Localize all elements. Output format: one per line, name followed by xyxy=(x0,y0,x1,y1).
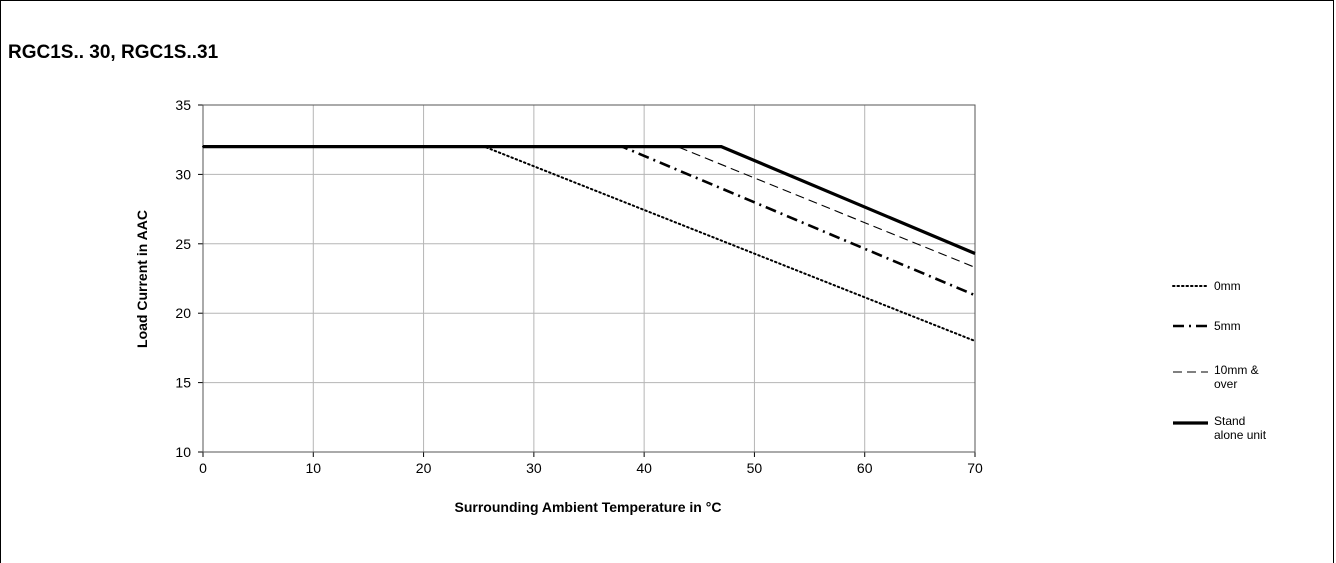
y-tick-label: 10 xyxy=(175,444,191,460)
legend-label: 10mm & over xyxy=(1214,363,1259,391)
axes: 0 10 20 30 40 50 60 70 10 15 20 25 30 35 xyxy=(175,97,983,476)
x-tick-label: 50 xyxy=(747,460,763,476)
legend: 0mm 5mm 10mm & over Stand alone unit xyxy=(1172,279,1267,442)
x-tick-label: 30 xyxy=(526,460,542,476)
y-tick-label: 15 xyxy=(175,375,191,391)
y-tick-label: 25 xyxy=(175,236,191,252)
series-line-stand-alone-unit xyxy=(203,145,976,255)
y-axis-label: Load Current in AAC xyxy=(134,210,150,348)
legend-label: 5mm xyxy=(1214,319,1241,333)
y-tick-label: 30 xyxy=(175,166,191,182)
series-group xyxy=(202,145,976,342)
series-line-5mm xyxy=(203,145,976,297)
grid-lines xyxy=(203,105,975,452)
plot-area-border xyxy=(202,104,976,453)
chart-title: RGC1S.. 30, RGC1S..31 xyxy=(8,42,219,63)
legend-label: 0mm xyxy=(1214,279,1241,293)
x-tick-label: 10 xyxy=(305,460,321,476)
x-tick-label: 60 xyxy=(857,460,873,476)
legend-label: Stand alone unit xyxy=(1214,414,1267,442)
x-axis-label: Surrounding Ambient Temperature in °C xyxy=(455,499,722,515)
x-tick-label: 0 xyxy=(199,460,207,476)
x-tick-label: 40 xyxy=(636,460,652,476)
x-tick-label: 20 xyxy=(416,460,432,476)
x-tick-label: 70 xyxy=(967,460,983,476)
series-line-10mm-over xyxy=(203,146,976,268)
y-tick-label: 35 xyxy=(175,97,191,113)
y-tick-label: 20 xyxy=(175,305,191,321)
